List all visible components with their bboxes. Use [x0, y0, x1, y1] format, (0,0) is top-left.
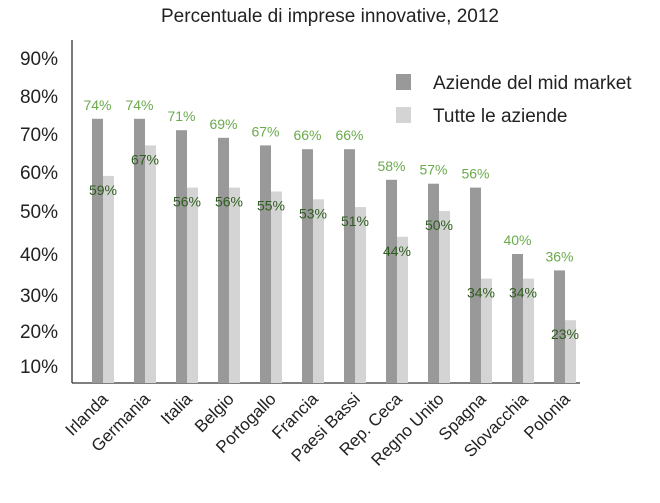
y-tick-label: 30% [20, 286, 58, 307]
y-tick-label: 80% [20, 87, 58, 108]
data-label-tutte-le-aziende: 53% [299, 205, 327, 221]
data-label-mid-market: 66% [293, 127, 321, 143]
bar-mid-market [386, 179, 397, 383]
y-tick-label: 90% [20, 49, 58, 70]
bar-mid-market [260, 145, 271, 383]
data-label-mid-market: 74% [83, 97, 111, 113]
data-label-tutte-le-aziende: 23% [551, 326, 579, 342]
axes: 10% 20% 30% 40% 50% 60% 70% 80% 90% [20, 40, 580, 384]
bar-tutte-le-aziende [397, 236, 408, 383]
data-label-mid-market: 71% [167, 108, 195, 124]
bar-tutte-le-aziende [271, 191, 282, 383]
bar-tutte-le-aziende [103, 175, 114, 383]
bar-tutte-le-aziende [229, 187, 240, 383]
bar-mid-market [554, 270, 565, 383]
data-label-tutte-le-aziende: 51% [341, 213, 369, 229]
data-label-tutte-le-aziende: 59% [89, 182, 117, 198]
bar-tutte-le-aziende [481, 278, 492, 383]
data-labels: 74% 59% 74% 67% 71% 56% 69% 56% 67% 55% 66% 53% 66% 5… [83, 97, 579, 342]
bar-tutte-le-aziende [187, 187, 198, 383]
data-label-mid-market: 40% [503, 232, 531, 248]
data-label-tutte-le-aziende: 50% [425, 217, 453, 233]
data-label-mid-market: 74% [125, 97, 153, 113]
bar-mid-market [344, 149, 355, 383]
bars [92, 118, 576, 384]
data-label-mid-market: 66% [335, 127, 363, 143]
data-label-mid-market: 58% [377, 158, 405, 174]
data-label-tutte-le-aziende: 56% [215, 194, 243, 210]
data-label-tutte-le-aziende: 44% [383, 243, 411, 259]
y-tick-label: 10% [20, 357, 58, 378]
legend-label: Aziende del mid market [433, 73, 632, 94]
bar-mid-market [218, 137, 229, 383]
data-label-mid-market: 57% [419, 162, 447, 178]
bar-mid-market [302, 149, 313, 383]
bar-tutte-le-aziende [565, 320, 576, 383]
category-label: Polonia [520, 389, 574, 443]
bar-mid-market [176, 130, 187, 383]
y-tick-label: 70% [20, 125, 58, 146]
bar-mid-market [512, 254, 523, 383]
y-tick-label: 20% [20, 322, 58, 343]
y-tick-label: 40% [20, 245, 58, 266]
bar-mid-market [470, 187, 481, 383]
bar-tutte-le-aziende [355, 207, 366, 383]
legend-swatch [396, 107, 411, 123]
data-label-mid-market: 56% [461, 166, 489, 182]
data-label-mid-market: 67% [251, 123, 279, 139]
data-label-tutte-le-aziende: 34% [509, 285, 537, 301]
bar-tutte-le-aziende [523, 278, 534, 383]
bar-tutte-le-aziende [439, 211, 450, 383]
y-tick-label: 60% [20, 163, 58, 184]
legend: Aziende del mid market Tutte le aziende [396, 73, 632, 127]
data-label-tutte-le-aziende: 56% [173, 194, 201, 210]
bar-mid-market [134, 118, 145, 384]
data-label-mid-market: 69% [209, 116, 237, 132]
legend-label: Tutte le aziende [433, 106, 568, 127]
chart-title: Percentuale di imprese innovative, 2012 [161, 6, 499, 27]
y-tick-label: 50% [20, 202, 58, 223]
bar-tutte-le-aziende [313, 199, 324, 383]
data-label-tutte-le-aziende: 67% [131, 151, 159, 167]
bar-mid-market [92, 118, 103, 384]
data-label-mid-market: 36% [545, 248, 573, 264]
legend-swatch [396, 74, 411, 90]
bar-mid-market [428, 183, 439, 383]
data-label-tutte-le-aziende: 55% [257, 198, 285, 214]
bar-tutte-le-aziende [145, 145, 156, 383]
data-label-tutte-le-aziende: 34% [467, 285, 495, 301]
